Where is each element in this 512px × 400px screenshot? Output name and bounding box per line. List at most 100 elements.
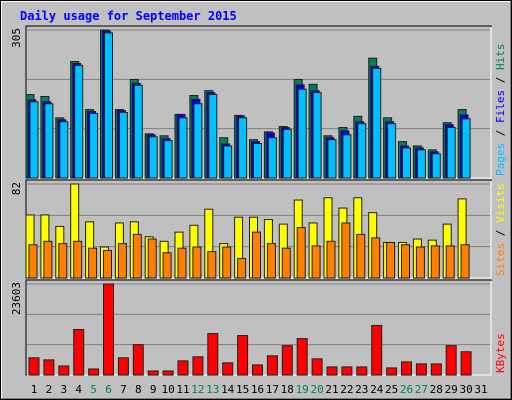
bar [58,365,70,376]
y-tick-label: 305 [10,28,23,48]
x-tick-label: 10 [161,383,174,396]
bar [266,243,276,279]
bar [117,243,127,279]
bar [357,123,367,179]
x-tick-label: 5 [90,383,97,396]
bar [88,247,98,279]
bar [117,357,129,376]
x-tick-label: 15 [236,383,249,396]
bar [88,368,100,376]
legend-entry: Visits [494,183,507,223]
x-tick-label: 13 [206,383,219,396]
bar [28,357,40,376]
bar [267,137,277,179]
bar [415,363,427,376]
y-tick-label: 82 [10,182,23,195]
bar [445,345,457,376]
x-tick-label: 12 [191,383,204,396]
bar [401,244,410,279]
bar [207,333,219,376]
bar [178,117,188,179]
x-tick-label: 29 [445,383,458,396]
bar [89,112,99,179]
bar [296,227,306,279]
x-tick-label: 16 [251,383,264,396]
x-tick-label: 18 [281,383,294,396]
bar [132,344,144,376]
bar [132,233,142,279]
bar [237,258,247,279]
bar [281,345,293,376]
bar [162,252,172,279]
bar [342,134,352,179]
bar [356,366,368,376]
bar [281,247,291,279]
legend-entry: Hits [494,44,507,71]
x-tick-label: 24 [370,383,384,396]
bar [387,123,397,179]
bar [73,240,83,279]
bar [431,153,441,179]
chart-title: Daily usage for September 2015 [20,9,237,23]
bar [460,351,472,376]
legend-entry: Sites [494,243,507,276]
bar [118,111,128,179]
bar [177,247,187,279]
bar [192,356,204,376]
bar [416,149,426,179]
bar [237,335,249,376]
legend-entry: Files [494,90,507,123]
x-tick-label: 30 [459,383,472,396]
bar [148,136,158,179]
bar [208,94,218,179]
bar [460,244,470,279]
bar [29,101,39,179]
bar [222,362,234,376]
bar [103,283,114,376]
x-tick-label: 8 [135,383,142,396]
bar [193,103,203,179]
bar [133,84,143,179]
x-tick-label: 19 [296,383,309,396]
legend: Sites / Visits [494,183,507,276]
x-tick-label: 17 [266,383,279,396]
bar [445,245,455,279]
bar [386,367,398,376]
bar [266,355,278,376]
bar [446,127,456,179]
bar [103,249,112,279]
x-tick-label: 9 [150,383,157,396]
y-tick-label: 23603 [10,282,23,315]
bar [430,363,442,376]
x-tick-label: 14 [221,383,235,396]
bar [402,147,411,179]
bar [372,67,382,179]
bar [252,231,261,279]
x-tick-label: 3 [60,383,67,396]
x-tick-label: 6 [105,383,112,396]
legend-entry: Pages [494,143,507,176]
bar [297,88,307,179]
x-tick-label: 26 [400,383,413,396]
bar [312,92,322,179]
legend-entry: KBytes [494,333,507,373]
bar [327,139,337,179]
x-tick-label: 31 [474,383,487,396]
bar [44,103,54,179]
legend-separator: / [494,123,507,143]
bar [28,244,38,279]
x-tick-label: 21 [325,383,338,396]
bar [74,64,84,179]
x-tick-label: 7 [120,383,127,396]
x-tick-label: 1 [31,383,38,396]
bar [371,324,383,376]
bar [415,246,425,279]
bar [58,243,68,279]
bar [59,121,69,179]
bar [104,32,113,179]
x-tick-label: 27 [415,383,428,396]
x-tick-label: 4 [75,383,82,396]
